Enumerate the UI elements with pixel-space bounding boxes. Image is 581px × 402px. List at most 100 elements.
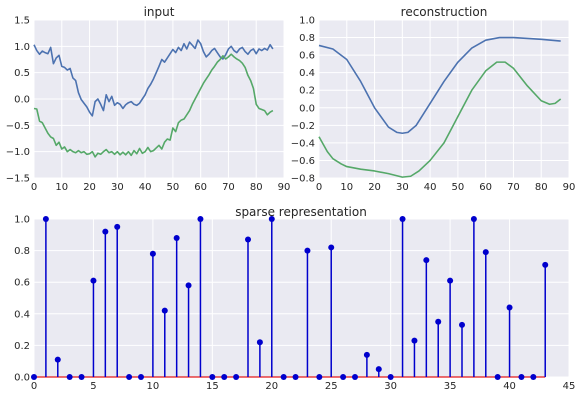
stem-marker xyxy=(102,228,109,235)
stem-marker xyxy=(292,374,299,380)
x-tick-label: 90 xyxy=(563,182,576,193)
y-tick-label: 1.0 xyxy=(14,42,30,53)
stem-marker xyxy=(221,374,228,380)
x-tick-label: 40 xyxy=(424,182,437,193)
stem-marker xyxy=(209,374,216,380)
x-tick-label: 25 xyxy=(325,381,338,392)
x-tick-label: 15 xyxy=(206,381,219,392)
stem-marker xyxy=(66,374,73,380)
plot-title: sparse representation xyxy=(235,205,367,219)
y-tick-label: −0.8 xyxy=(291,174,315,185)
x-tick-label: 80 xyxy=(250,182,263,193)
y-tick-label: −0.4 xyxy=(291,138,315,149)
y-tick-label: 0.5 xyxy=(14,68,30,79)
x-tick-label: 0 xyxy=(316,182,322,193)
y-tick-label: −0.2 xyxy=(291,121,315,132)
input-plot: 0 10 20 30 40 50 60 70 80 90 −1.5 −1.0 −0.5 0.0 0.5 1.0… xyxy=(6,5,291,193)
stem-marker xyxy=(173,234,180,241)
stem-marker xyxy=(126,374,133,380)
stem-marker xyxy=(542,261,549,268)
stem-marker xyxy=(423,257,430,264)
stem-marker xyxy=(340,374,347,380)
stem-marker xyxy=(245,236,251,243)
x-tick-label: 60 xyxy=(479,182,492,193)
x-tick-label: 70 xyxy=(507,182,520,193)
stem-marker xyxy=(114,223,121,230)
stem-marker xyxy=(399,216,406,222)
y-tick-label: −1.0 xyxy=(6,147,30,158)
y-tick-label: 0.0 xyxy=(14,373,30,384)
series-line-2 xyxy=(318,61,562,178)
x-tick-label: 80 xyxy=(535,182,548,193)
x-tick-label: 10 xyxy=(55,182,68,193)
x-tick-label: 70 xyxy=(222,182,235,193)
series-line-1 xyxy=(33,39,274,117)
x-tick-label: 40 xyxy=(503,381,516,392)
stem-marker xyxy=(435,318,442,325)
stem-marker xyxy=(459,321,465,328)
stem-marker xyxy=(352,374,358,380)
sparse-representation-plot: 0 5 10 15 20 25 30 35 40 45 0.0 0.2 0.4 0.6 0.8 1.0 spa… xyxy=(14,205,575,392)
reconstruction-plot: 0 10 20 30 40 50 60 70 80 90 −0.8 −0.6 −0.4 −0.2 0.0 0.… xyxy=(291,5,576,193)
y-tick-label: 0.8 xyxy=(299,33,315,44)
series-line-1 xyxy=(318,36,561,135)
stem-marker xyxy=(363,351,370,358)
stem-marker xyxy=(31,374,37,380)
x-tick-label: 10 xyxy=(340,182,353,193)
stem-marker xyxy=(185,282,192,289)
x-tick-label: 60 xyxy=(194,182,207,193)
stem-marker xyxy=(90,277,97,284)
x-tick-label: 0 xyxy=(31,182,37,193)
x-tick-label: 30 xyxy=(396,182,409,193)
y-tick-label: 0.4 xyxy=(14,309,30,320)
series-line-2 xyxy=(33,53,274,158)
y-tick-label: −1.5 xyxy=(6,174,30,185)
stem-marker xyxy=(316,374,323,380)
stem-marker xyxy=(530,374,537,380)
y-tick-label: 0.6 xyxy=(14,278,30,289)
x-tick-label: 20 xyxy=(265,381,278,392)
plot-title: input xyxy=(144,5,175,19)
x-tick-label: 0 xyxy=(31,381,37,392)
stem-marker xyxy=(411,337,418,344)
x-tick-label: 10 xyxy=(147,381,160,392)
plot-area xyxy=(319,20,569,178)
stem-marker xyxy=(375,366,382,373)
x-tick-label: 30 xyxy=(111,182,124,193)
stem-marker xyxy=(506,304,513,311)
x-tick-label: 5 xyxy=(90,381,96,392)
x-tick-label: 20 xyxy=(368,182,381,193)
stem-marker xyxy=(387,374,394,380)
stem-marker xyxy=(482,249,489,256)
stem-marker xyxy=(494,374,501,380)
stem-marker xyxy=(447,277,454,284)
y-tick-label: 0.0 xyxy=(299,103,315,114)
stem-marker xyxy=(197,216,204,222)
stem-marker xyxy=(78,374,85,380)
y-tick-label: 1.5 xyxy=(14,16,30,27)
x-tick-label: 50 xyxy=(452,182,465,193)
y-tick-label: 0.4 xyxy=(299,68,315,79)
plot-area xyxy=(34,219,569,377)
stem-marker xyxy=(54,356,61,363)
stem-marker xyxy=(518,374,525,380)
stem-marker xyxy=(256,339,263,346)
y-tick-label: 0.8 xyxy=(14,246,30,257)
y-tick-label: 0.2 xyxy=(299,86,315,97)
y-tick-label: 0.0 xyxy=(14,95,30,106)
stem-marker xyxy=(138,374,144,380)
y-tick-label: −0.5 xyxy=(6,121,30,132)
x-tick-label: 30 xyxy=(384,381,397,392)
y-tick-label: 0.2 xyxy=(14,341,30,352)
y-tick-label: −0.6 xyxy=(291,156,315,167)
stem-marker xyxy=(328,244,335,251)
stem-marker xyxy=(149,250,156,257)
stem-marker xyxy=(280,374,287,380)
stem-marker xyxy=(42,216,49,222)
y-tick-label: 1.0 xyxy=(299,16,315,27)
x-tick-label: 50 xyxy=(167,182,180,193)
x-tick-label: 20 xyxy=(83,182,96,193)
y-tick-label: 0.6 xyxy=(299,51,315,62)
x-tick-label: 90 xyxy=(278,182,291,193)
